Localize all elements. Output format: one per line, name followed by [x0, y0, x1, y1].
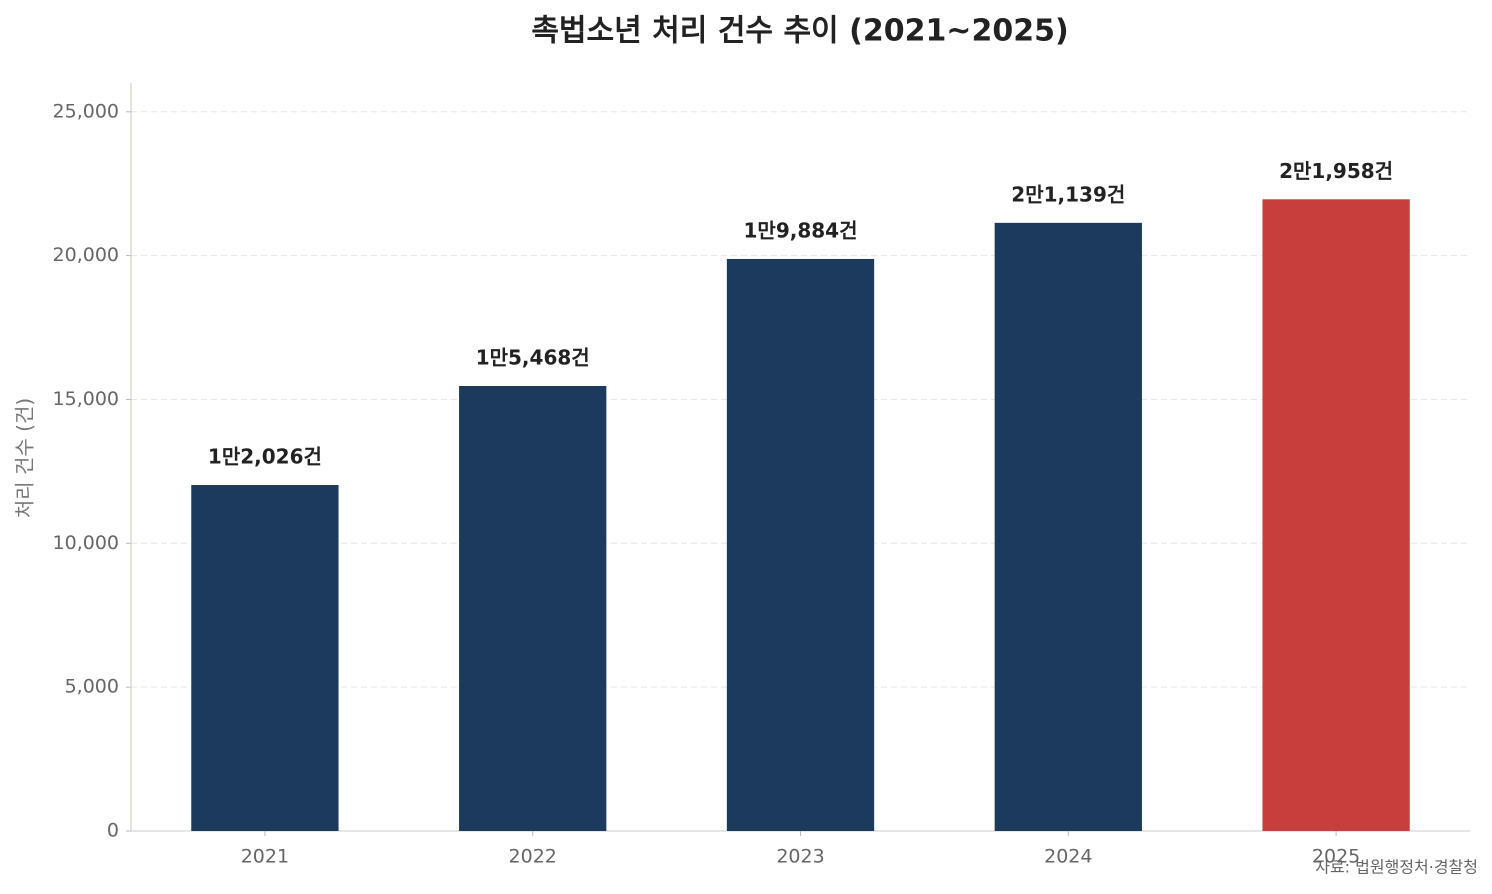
bar — [459, 385, 607, 831]
value-label: 2만1,958건 — [1279, 159, 1393, 183]
bar — [1262, 199, 1410, 832]
y-axis-label: 처리 건수 (건) — [13, 398, 37, 518]
x-tick-label: 2023 — [776, 846, 824, 868]
x-tick-label: 2021 — [241, 846, 289, 868]
bar — [994, 222, 1142, 831]
value-label: 2만1,139건 — [1011, 182, 1125, 206]
y-tick-label: 0 — [107, 820, 119, 842]
x-tick-label: 2025 — [1312, 846, 1360, 868]
value-label: 1만5,468건 — [476, 345, 590, 369]
y-tick-label: 15,000 — [53, 388, 119, 410]
y-tick-label: 10,000 — [53, 532, 119, 554]
bar — [726, 258, 875, 831]
y-tick-label: 20,000 — [53, 244, 119, 266]
value-label: 1만9,884건 — [744, 218, 858, 242]
bar — [191, 485, 339, 831]
chart-title: 촉법소년 처리 건수 추이 (2021~2025) — [531, 14, 1068, 49]
value-label: 1만2,026건 — [208, 445, 322, 469]
x-tick-label: 2022 — [509, 846, 557, 868]
source-note: 자료: 법원행정처·경찰청 — [1315, 858, 1478, 877]
y-tick-label: 25,000 — [53, 100, 119, 122]
x-tick-label: 2024 — [1044, 846, 1092, 868]
y-tick-label: 5,000 — [65, 676, 119, 698]
